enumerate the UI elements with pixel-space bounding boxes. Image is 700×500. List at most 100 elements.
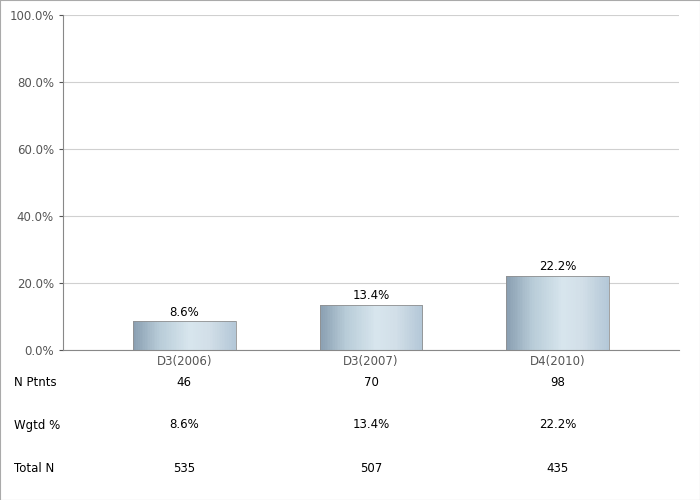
- Bar: [356, 305, 358, 350]
- Bar: [527, 276, 529, 350]
- Bar: [344, 305, 346, 350]
- Bar: [577, 276, 579, 350]
- Bar: [232, 321, 234, 350]
- Bar: [145, 321, 147, 350]
- Bar: [140, 321, 142, 350]
- Text: 435: 435: [547, 462, 569, 474]
- Bar: [345, 305, 347, 350]
- Bar: [542, 276, 545, 350]
- Bar: [517, 276, 519, 350]
- Bar: [191, 321, 193, 350]
- Bar: [148, 321, 150, 350]
- Bar: [202, 321, 204, 350]
- Bar: [551, 276, 553, 350]
- Bar: [325, 305, 327, 350]
- Bar: [416, 305, 418, 350]
- Text: N Ptnts: N Ptnts: [14, 376, 57, 388]
- Bar: [218, 321, 220, 350]
- Bar: [608, 276, 610, 350]
- Bar: [364, 305, 366, 350]
- Bar: [525, 276, 527, 350]
- Text: 507: 507: [360, 462, 382, 474]
- Bar: [342, 305, 344, 350]
- Bar: [133, 321, 236, 350]
- Bar: [417, 305, 419, 350]
- Bar: [320, 305, 422, 350]
- Bar: [229, 321, 231, 350]
- Bar: [566, 276, 568, 350]
- Bar: [354, 305, 356, 350]
- Bar: [217, 321, 219, 350]
- Bar: [172, 321, 174, 350]
- Bar: [157, 321, 159, 350]
- Bar: [414, 305, 416, 350]
- Bar: [379, 305, 382, 350]
- Bar: [578, 276, 580, 350]
- Bar: [138, 321, 140, 350]
- Bar: [169, 321, 171, 350]
- Bar: [372, 305, 375, 350]
- Bar: [403, 305, 405, 350]
- Text: Total N: Total N: [14, 462, 55, 474]
- Bar: [206, 321, 209, 350]
- Bar: [595, 276, 597, 350]
- Bar: [155, 321, 158, 350]
- Bar: [196, 321, 198, 350]
- Bar: [585, 276, 587, 350]
- Bar: [580, 276, 582, 350]
- Bar: [359, 305, 361, 350]
- Text: 535: 535: [174, 462, 195, 474]
- Bar: [347, 305, 349, 350]
- Bar: [513, 276, 515, 350]
- Bar: [167, 321, 169, 350]
- Bar: [176, 321, 178, 350]
- Bar: [178, 321, 180, 350]
- Bar: [230, 321, 232, 350]
- Bar: [510, 276, 512, 350]
- Text: 8.6%: 8.6%: [169, 418, 200, 432]
- Bar: [141, 321, 144, 350]
- Bar: [601, 276, 603, 350]
- Bar: [186, 321, 188, 350]
- Bar: [536, 276, 538, 350]
- Bar: [323, 305, 326, 350]
- Bar: [559, 276, 561, 350]
- Bar: [388, 305, 390, 350]
- Bar: [398, 305, 400, 350]
- Bar: [539, 276, 541, 350]
- Bar: [215, 321, 217, 350]
- Bar: [508, 276, 510, 350]
- Bar: [333, 305, 335, 350]
- Bar: [363, 305, 365, 350]
- Bar: [570, 276, 572, 350]
- Bar: [340, 305, 342, 350]
- Bar: [524, 276, 526, 350]
- Bar: [594, 276, 596, 350]
- Text: 22.2%: 22.2%: [539, 418, 576, 432]
- Text: 46: 46: [177, 376, 192, 388]
- Bar: [376, 305, 378, 350]
- Bar: [583, 276, 585, 350]
- Bar: [332, 305, 334, 350]
- Bar: [400, 305, 402, 350]
- Bar: [512, 276, 514, 350]
- Bar: [544, 276, 546, 350]
- Bar: [592, 276, 594, 350]
- Bar: [370, 305, 372, 350]
- Bar: [335, 305, 337, 350]
- Bar: [179, 321, 181, 350]
- Bar: [410, 305, 412, 350]
- Bar: [374, 305, 377, 350]
- Bar: [590, 276, 592, 350]
- Bar: [391, 305, 393, 350]
- Bar: [515, 276, 517, 350]
- Bar: [561, 276, 564, 350]
- Bar: [220, 321, 223, 350]
- Bar: [188, 321, 190, 350]
- Bar: [222, 321, 224, 350]
- Bar: [162, 321, 164, 350]
- Bar: [224, 321, 226, 350]
- Bar: [382, 305, 384, 350]
- Bar: [320, 305, 322, 350]
- Bar: [378, 305, 380, 350]
